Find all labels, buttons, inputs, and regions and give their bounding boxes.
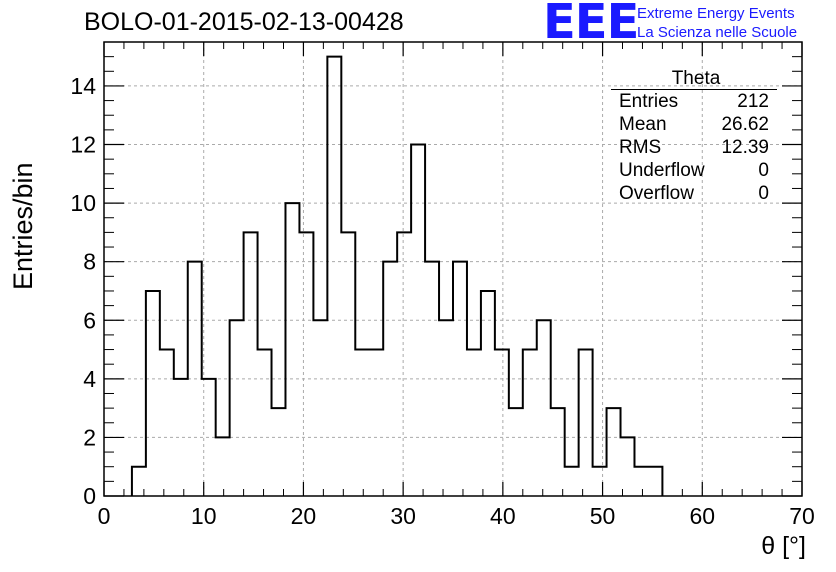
histogram-bin bbox=[258, 350, 272, 496]
y-tick-label: 10 bbox=[70, 190, 96, 216]
y-tick-label: 4 bbox=[83, 366, 96, 392]
x-tick-label: 40 bbox=[490, 503, 516, 529]
histogram-bin bbox=[579, 350, 593, 496]
histogram-bin bbox=[313, 320, 327, 496]
stats-label: Overflow bbox=[619, 183, 694, 204]
stats-rows: Entries 212 Mean 26.62 RMS 12.39 Underflow 0 Ove… bbox=[611, 90, 777, 205]
stats-label: RMS bbox=[619, 137, 662, 158]
histogram-bin bbox=[523, 350, 537, 496]
x-tick-label: 50 bbox=[590, 503, 616, 529]
eee-logo: EEE bbox=[543, 0, 639, 50]
stats-row: RMS 12.39 bbox=[611, 136, 777, 159]
plot-frame bbox=[103, 41, 803, 497]
stats-box: Theta Entries 212 Mean 26.62 RMS 12.39 Underfl… bbox=[611, 68, 777, 205]
stats-label: Entries bbox=[619, 91, 679, 112]
stats-value: 0 bbox=[758, 160, 769, 181]
stats-title: Theta bbox=[611, 68, 777, 90]
histogram-bin bbox=[355, 350, 369, 496]
histogram-bin bbox=[634, 467, 648, 496]
histogram-bin bbox=[495, 350, 509, 496]
x-tick-label: 30 bbox=[390, 503, 416, 529]
histogram-bin bbox=[551, 408, 565, 496]
y-tick-label: 0 bbox=[83, 483, 96, 509]
stats-value: 12.39 bbox=[721, 137, 769, 158]
axis-tick-labels: 0 10 20 30 40 50 60 70 0 2 4 6 8 10 12 14 bbox=[70, 73, 814, 529]
histogram-bin bbox=[285, 203, 299, 496]
histogram-bin bbox=[160, 350, 174, 496]
histogram-bars bbox=[130, 55, 664, 496]
stats-value: 26.62 bbox=[721, 114, 769, 135]
histogram-bin bbox=[230, 320, 244, 496]
histogram-bin bbox=[537, 320, 551, 496]
x-tick-label: 0 bbox=[98, 503, 111, 529]
x-tick-label: 60 bbox=[689, 503, 715, 529]
histogram-bin bbox=[648, 467, 662, 496]
histogram-bin bbox=[593, 467, 607, 496]
histogram-bin bbox=[607, 408, 621, 496]
y-tick-label: 8 bbox=[83, 249, 96, 275]
stats-row: Entries 212 bbox=[611, 90, 777, 113]
histogram-bin bbox=[467, 350, 481, 496]
x-tick-label: 10 bbox=[191, 503, 217, 529]
stats-row: Underflow 0 bbox=[611, 159, 777, 182]
histogram-bin bbox=[174, 379, 188, 496]
logo-caption: Extreme Energy Events La Scienza nelle S… bbox=[637, 4, 797, 42]
y-tick-label: 14 bbox=[70, 73, 96, 99]
stats-value: 212 bbox=[737, 91, 769, 112]
stats-row: Mean 26.62 bbox=[611, 113, 777, 136]
logo-line-2: La Scienza nelle Scuole bbox=[637, 24, 798, 41]
histogram-bin bbox=[383, 262, 397, 496]
y-tick-label: 12 bbox=[70, 132, 96, 158]
histogram-outline bbox=[130, 55, 664, 496]
histogram-bin bbox=[621, 437, 635, 496]
y-tick-label: 2 bbox=[83, 424, 96, 450]
histogram-bin bbox=[216, 437, 230, 496]
histogram-bin bbox=[481, 291, 495, 496]
histogram-bin bbox=[439, 320, 453, 496]
y-tick-label: 6 bbox=[83, 307, 96, 333]
histogram-bin bbox=[244, 232, 258, 496]
chart-title: BOLO-01-2015-02-13-00428 bbox=[84, 8, 404, 36]
histogram-bin bbox=[327, 57, 341, 496]
histogram-bin bbox=[299, 232, 313, 496]
logo-line-1: Extreme Energy Events bbox=[637, 5, 795, 22]
x-tick-label: 20 bbox=[291, 503, 317, 529]
histogram-bin bbox=[369, 350, 383, 496]
histogram-bin bbox=[565, 467, 579, 496]
stats-value: 0 bbox=[758, 183, 769, 204]
histogram-bin bbox=[509, 408, 523, 496]
x-tick-label: 70 bbox=[789, 503, 815, 529]
stats-label: Underflow bbox=[619, 160, 705, 181]
stats-label: Mean bbox=[619, 114, 667, 135]
y-axis-label: Entries/bin bbox=[8, 162, 38, 290]
axis-ticks bbox=[103, 42, 803, 497]
stats-row: Overflow 0 bbox=[611, 182, 777, 205]
x-axis-label: θ [°] bbox=[761, 532, 806, 560]
histogram-bin bbox=[341, 232, 355, 496]
histogram-bin bbox=[272, 408, 286, 496]
histogram-bin bbox=[146, 291, 160, 496]
histogram-bin bbox=[397, 232, 411, 496]
